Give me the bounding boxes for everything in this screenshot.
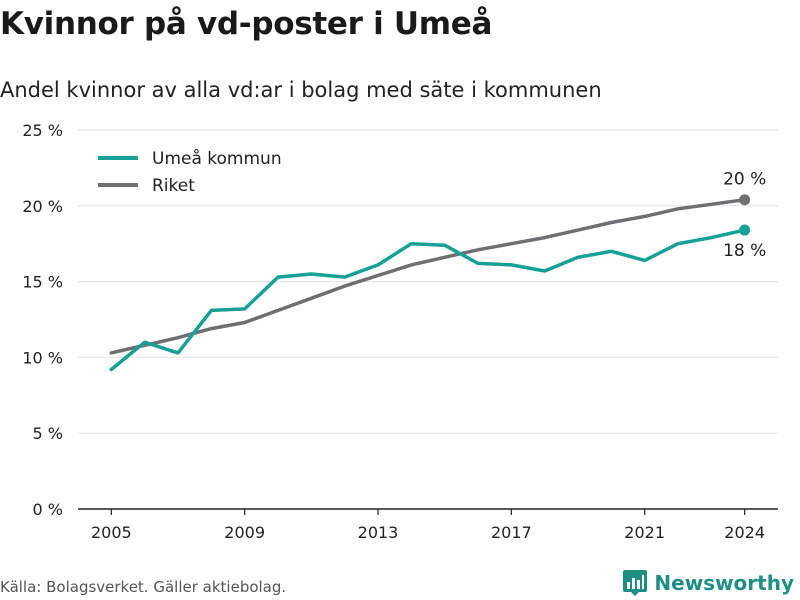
end-point-umea [739,224,751,236]
legend: Umeå kommun Riket [98,148,282,196]
legend-label: Umeå kommun [152,148,282,169]
series-line-riket [109,197,747,355]
y-tick-label: 10 % [22,348,63,367]
y-tick-label: 5 % [33,424,63,443]
y-tick-label: 20 % [22,197,63,216]
x-tick-label: 2013 [358,523,399,542]
end-label-riket: 20 % [723,170,766,190]
y-tick-label: 0 % [33,500,63,519]
source-note: Källa: Bolagsverket. Gäller aktiebolag. [0,578,287,596]
brand-logo: Newsworthy [622,569,794,597]
y-tick-label: 15 % [22,273,63,292]
y-tick-label: 25 % [22,121,63,140]
grid-lines [78,129,778,434]
x-tick-label: 2005 [91,523,132,542]
series-line-umea [109,228,747,372]
end-labels: 20 % 18 % [723,170,766,261]
axes: 0 % 5 % 10 % 15 % 20 % 25 % 2005 2009 2013 2017 20… [22,121,778,542]
x-tick-label: 2024 [724,523,765,542]
end-point-riket [739,194,751,206]
x-tick-label: 2021 [624,523,665,542]
x-tick-label: 2017 [491,523,532,542]
brand-name: Newsworthy [654,571,794,595]
page-subtitle: Andel kvinnor av alla vd:ar i bolag med … [0,78,602,102]
legend-label: Riket [152,176,195,196]
x-tick-label: 2009 [224,523,265,542]
page-title: Kvinnor på vd-poster i Umeå [0,6,493,42]
end-label-umea: 18 % [723,241,766,261]
newsworthy-logo-icon [623,570,648,596]
series-lines [109,194,751,372]
